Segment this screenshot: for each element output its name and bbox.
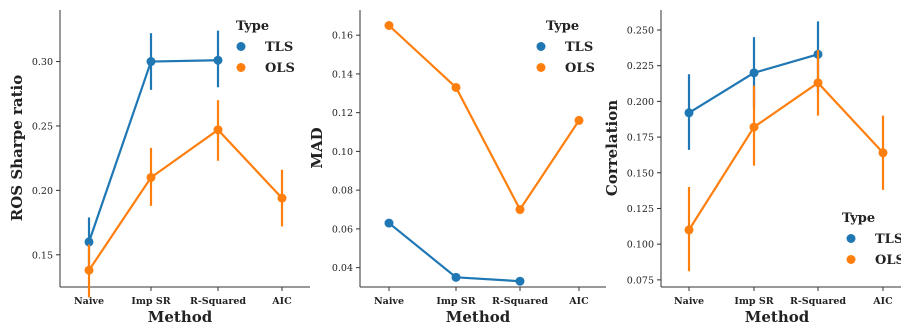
y-tick-label: 0.25 (32, 121, 53, 132)
series-line-tls (87, 59, 219, 243)
y-tick-label: 0.16 (332, 31, 353, 42)
data-point-tls (146, 57, 156, 67)
legend-label-tls: TLS (265, 40, 293, 55)
y-axis-label: ROS Sharpe ratio (8, 75, 26, 221)
data-point-tls (84, 237, 94, 247)
x-tick-label: Imp SR (734, 296, 773, 307)
x-tick-label: AIC (568, 296, 589, 307)
legend-marker-ols (536, 63, 546, 72)
legend-marker-tls (236, 42, 246, 51)
y-tick-label: 0.250 (627, 25, 654, 36)
x-tick-label: Imp SR (131, 296, 170, 307)
data-point-tls (515, 276, 525, 286)
series-line-ols (88, 128, 283, 271)
legend-label-ols: OLS (565, 61, 595, 76)
y-tick-label: 0.075 (627, 275, 654, 286)
data-point-ols (84, 265, 94, 275)
y-tick-label: 0.30 (32, 57, 53, 68)
legend-marker-tls (536, 42, 546, 51)
data-point-ols (684, 225, 694, 235)
legend-marker-tls (846, 234, 856, 243)
x-axis-label: Method (745, 308, 810, 324)
x-tick-label: Imp SR (436, 296, 475, 307)
x-axis-label: Method (446, 308, 511, 324)
data-point-ols (213, 125, 223, 135)
y-tick-label: 0.150 (627, 168, 654, 179)
chart-panel-3: 0.075 0.100 0.125 0.150 0.175 0.200 0.225 0.250… (603, 10, 901, 324)
legend-title: Type (546, 19, 579, 34)
legend-label-tls: TLS (875, 232, 901, 247)
data-point-ols (277, 193, 287, 203)
x-axis-label: Method (148, 308, 213, 324)
y-tick-label: 0.200 (627, 97, 654, 108)
legend-marker-ols (846, 255, 856, 264)
y-tick-label: 0.14 (332, 69, 353, 80)
y-tick-label: 0.08 (332, 186, 353, 197)
y-tick-label: 0.12 (332, 108, 353, 119)
data-point-tls (684, 108, 694, 118)
data-point-ols (878, 148, 888, 158)
data-point-ols (146, 172, 156, 182)
y-tick-label: 0.125 (627, 204, 654, 215)
data-point-ols (813, 78, 823, 88)
data-point-ols (574, 115, 584, 125)
data-point-tls (213, 55, 223, 65)
data-point-ols (384, 20, 394, 30)
legend: Type TLS OLS (236, 19, 295, 76)
y-tick-label: 0.04 (332, 263, 353, 274)
data-point-tls (384, 218, 394, 228)
x-tick-label: Naive (74, 296, 104, 307)
data-point-ols (515, 205, 525, 215)
y-axis-label: MAD (308, 127, 326, 168)
x-tick-label: Naive (674, 296, 704, 307)
y-tick-label: 0.20 (32, 186, 53, 197)
x-tick-label: R-Squared (790, 296, 846, 307)
y-tick-label: 0.175 (627, 133, 654, 144)
series-line-ols (688, 81, 884, 231)
legend-title: Type (236, 19, 269, 34)
x-tick-label: AIC (872, 296, 893, 307)
y-tick-label: 0.10 (332, 147, 353, 158)
x-tick-label: AIC (271, 296, 292, 307)
data-point-tls (749, 68, 759, 78)
data-point-ols (451, 82, 461, 92)
x-tick-label: R-Squared (190, 296, 246, 307)
series-line-ols (388, 24, 580, 212)
y-tick-label: 0.06 (332, 224, 353, 235)
legend: Type TLS OLS (536, 19, 595, 76)
legend-label-ols: OLS (265, 61, 295, 76)
legend-label-tls: TLS (565, 40, 593, 55)
legend-title: Type (842, 211, 875, 226)
legend-marker-ols (236, 63, 246, 72)
y-tick-label: 0.225 (627, 61, 654, 72)
x-tick-label: Naive (374, 296, 404, 307)
y-tick-label: 0.15 (32, 250, 53, 261)
y-tick-label: 0.100 (627, 240, 654, 251)
chart-panel-2: 0.04 0.06 0.08 0.10 0.12 0.14 0.16 Naive Imp SR R… (308, 10, 606, 324)
data-point-tls (451, 272, 461, 282)
chart-panel-1: 0.15 0.20 0.25 0.30 Naive Imp SR R-Squared AIC M… (8, 10, 310, 324)
data-point-ols (749, 122, 759, 132)
y-axis-label: Correlation (603, 100, 621, 196)
x-tick-label: R-Squared (492, 296, 548, 307)
legend-label-ols: OLS (875, 253, 901, 268)
series-line-tls (388, 222, 521, 283)
